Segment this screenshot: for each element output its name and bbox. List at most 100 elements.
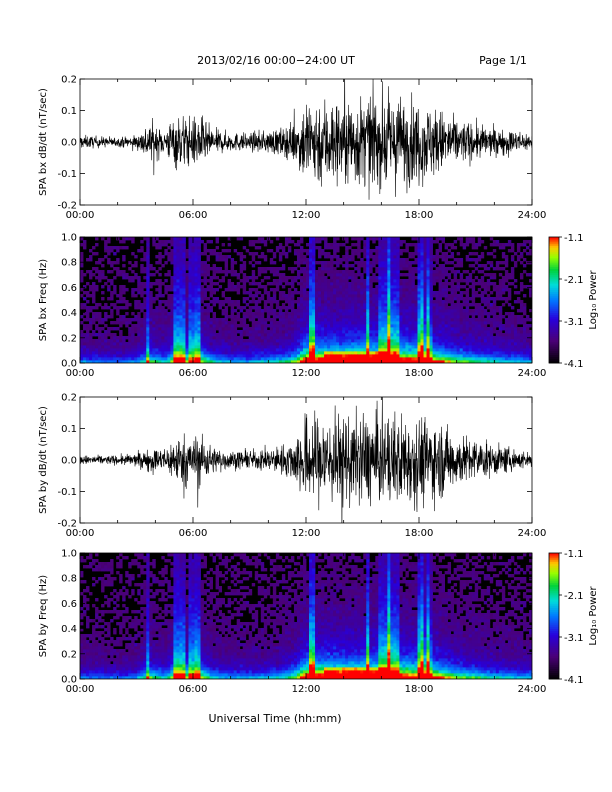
- spectrogram-cell: [312, 339, 316, 343]
- spectrogram-cell: [248, 360, 253, 363]
- spectrogram-cell: [146, 306, 150, 310]
- spectrogram-cell: [429, 237, 433, 241]
- spectrogram-cell: [149, 330, 153, 334]
- spectrogram-cell: [489, 342, 494, 346]
- spectrogram-cell: [146, 309, 150, 313]
- spectrogram-cell: [299, 261, 304, 265]
- spectrogram-cell: [155, 354, 159, 358]
- spectrogram-cell: [501, 282, 506, 286]
- spectrogram-cell: [206, 348, 210, 352]
- spectrogram-cell: [158, 300, 162, 304]
- spectrogram-cell: [318, 354, 322, 358]
- spectrogram-cell: [363, 348, 367, 352]
- spectrogram-cell: [471, 246, 476, 250]
- spectrogram-cell: [330, 342, 334, 346]
- spectrogram-cell: [164, 273, 168, 277]
- spectrogram-cell: [119, 246, 123, 250]
- spectrogram-cell: [257, 318, 262, 322]
- spectrogram-cell: [435, 330, 439, 334]
- spectrogram-cell: [299, 279, 304, 283]
- spectrogram-cell: [384, 342, 388, 346]
- spectrogram-cell: [227, 333, 232, 337]
- spectrogram-cell: [101, 273, 105, 277]
- spectrogram-cell: [429, 315, 433, 319]
- spectrogram-cell: [188, 321, 192, 325]
- spectrogram-cell: [378, 330, 382, 334]
- spectrogram-cell: [197, 246, 201, 250]
- spectrogram-cell: [372, 237, 376, 241]
- spectrogram-cell: [447, 360, 452, 363]
- spectrogram-cell: [327, 357, 331, 361]
- spectrogram-cell: [390, 318, 394, 322]
- spectrogram-cell: [342, 279, 346, 283]
- spectrogram-cell: [110, 348, 114, 352]
- spectrogram-cell: [146, 321, 150, 325]
- spectrogram-cell: [522, 285, 527, 289]
- spectrogram-cell: [411, 351, 415, 355]
- spectrogram-cell: [176, 249, 180, 253]
- spectrogram-cell: [507, 273, 512, 277]
- spectrogram-cell: [188, 357, 192, 361]
- spectrogram-cell: [284, 354, 289, 358]
- spectrogram-cell: [194, 282, 198, 286]
- spectrogram-cell: [489, 261, 494, 265]
- spectrogram-cell: [441, 255, 446, 259]
- spectrogram-cell: [266, 315, 271, 319]
- spectrogram-cell: [324, 306, 328, 310]
- spectrogram-cell: [248, 339, 253, 343]
- spectrogram-cell: [140, 267, 144, 271]
- spectrogram-cell: [98, 339, 102, 343]
- spectrogram-cell: [420, 324, 424, 328]
- spectrogram-cell: [432, 330, 436, 334]
- spectrogram-cell: [399, 360, 403, 363]
- spectrogram-cell: [519, 243, 524, 247]
- spectrogram-cell: [387, 324, 391, 328]
- spectrogram-cell: [306, 258, 310, 262]
- spectrogram-cell: [405, 351, 409, 355]
- spectrogram-cell: [218, 339, 223, 343]
- spectrogram-cell: [414, 309, 418, 313]
- spectrogram-cell: [140, 291, 144, 295]
- spectrogram-cell: [480, 294, 485, 298]
- spectrogram-cell: [423, 312, 427, 316]
- spectrogram-cell: [375, 279, 379, 283]
- spectrogram-cell: [318, 339, 322, 343]
- spectrogram-cell: [137, 285, 141, 289]
- spectrogram-cell: [89, 336, 93, 340]
- spectrogram-cell: [354, 297, 358, 301]
- spectrogram-cell: [227, 327, 232, 331]
- spectrogram-cell: [260, 351, 265, 355]
- spectrogram-cell: [134, 315, 138, 319]
- spectrogram-cell: [516, 297, 521, 301]
- spectrogram-cell: [137, 351, 141, 355]
- spectrogram-cell: [387, 354, 391, 358]
- spectrogram-cell: [339, 315, 343, 319]
- spectrogram-cell: [309, 249, 313, 253]
- spectrogram-cell: [423, 288, 427, 292]
- spectrogram-cell: [236, 237, 241, 241]
- spectrogram-cell: [522, 303, 527, 307]
- spectrogram-cell: [390, 312, 394, 316]
- spectrogram-cell: [143, 315, 147, 319]
- spectrogram-cell: [233, 309, 238, 313]
- spectrogram-cell: [287, 240, 292, 244]
- spectrogram-cell: [450, 345, 455, 349]
- spectrogram-cell: [302, 279, 307, 283]
- spectrogram-cell: [429, 264, 433, 268]
- spectrogram-cell: [429, 297, 433, 301]
- spectrogram-cell: [95, 315, 99, 319]
- spectrogram-cell: [86, 333, 90, 337]
- spectrogram-cell: [489, 309, 494, 313]
- spectrogram-cell: [330, 282, 334, 286]
- spectrogram-cell: [498, 243, 503, 247]
- spectrogram-cell: [173, 258, 177, 262]
- spectrogram-cell: [381, 333, 385, 337]
- spectrogram-cell: [182, 288, 186, 292]
- spectrogram-cell: [176, 264, 180, 268]
- spectrogram-cell: [191, 354, 195, 358]
- spectrogram-cell: [405, 285, 409, 289]
- spectrogram-cell: [444, 255, 449, 259]
- spectrogram-cell: [444, 321, 449, 325]
- spectrogram-cell: [489, 327, 494, 331]
